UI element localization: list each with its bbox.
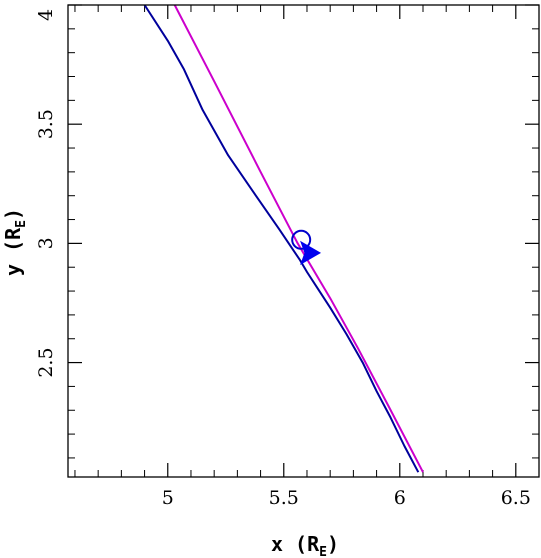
plot-frame [67, 4, 540, 478]
x-axis-label-main: x (R [271, 532, 320, 556]
marker-layer [291, 229, 321, 266]
major-ticks [68, 4, 539, 477]
position-circle-marker [291, 229, 312, 250]
x-axis-label: x (RE) [271, 532, 339, 558]
y-tick-labels: 2.5 3 3.5 4 [35, 9, 57, 378]
x-tick-labels: 5 5.5 6 6.5 [162, 487, 531, 509]
y-tick-label: 3 [35, 237, 57, 249]
y-axis-label-main: y (R [1, 227, 25, 276]
series-line-2 [173, 4, 424, 473]
series-layer [143, 4, 424, 473]
y-tick-label: 3.5 [35, 109, 57, 139]
minor-ticks [68, 5, 540, 477]
y-tick-label: 4 [35, 9, 57, 21]
x-tick-label: 5.5 [269, 487, 299, 509]
y-axis-label: y (RE) [1, 208, 29, 276]
x-axis-label-sub: E [319, 545, 327, 558]
direction-arrow-marker [300, 240, 321, 266]
x-tick-label: 6.5 [501, 487, 531, 509]
series-line-1 [143, 4, 420, 473]
y-axis-label-close: ) [1, 208, 25, 220]
y-tick-label: 2.5 [35, 347, 57, 377]
x-tick-label: 6 [394, 487, 406, 509]
y-axis-label-sub: E [14, 220, 29, 228]
x-tick-label: 5 [162, 487, 174, 509]
x-axis-label-close: ) [327, 532, 339, 556]
